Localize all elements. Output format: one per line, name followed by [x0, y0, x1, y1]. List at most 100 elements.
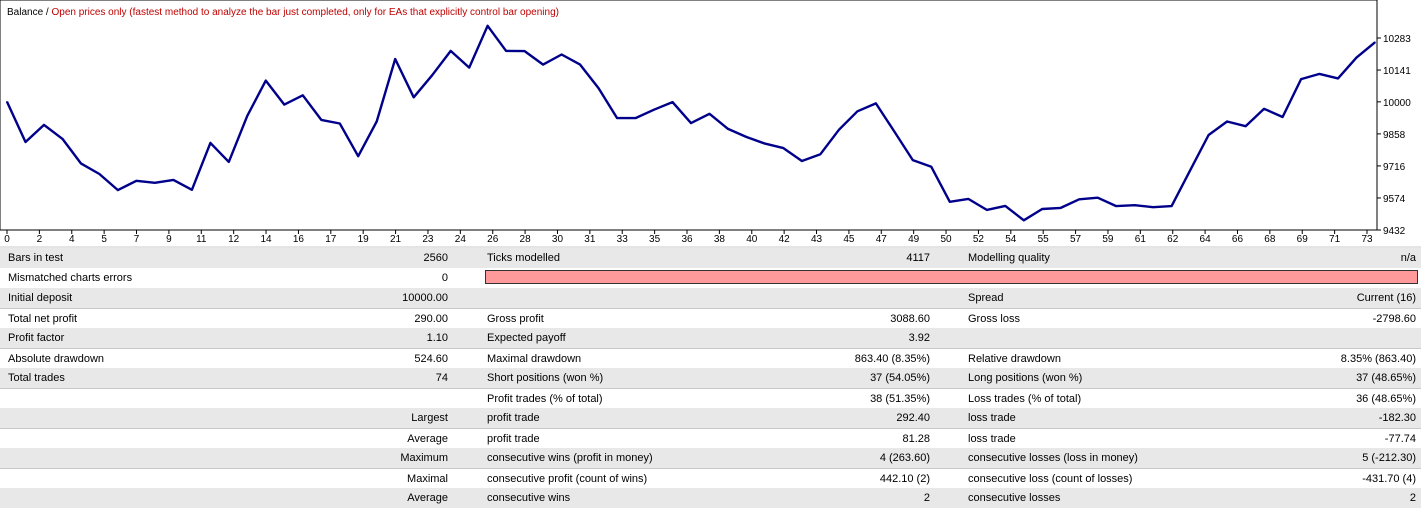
report-value: -431.70 (4)	[1362, 473, 1416, 485]
report-row: Bars in test 2560 Ticks modelled 4117 Modell…	[0, 248, 1421, 268]
report-row: Maximum consecutive wins (profit in money…	[0, 448, 1421, 468]
balance-point	[764, 142, 766, 145]
report-label: consecutive wins	[487, 492, 571, 504]
x-tick-label: 35	[649, 234, 661, 245]
balance-point	[912, 159, 914, 161]
x-tick-label: 31	[584, 234, 596, 245]
report-value: 36 (48.65%)	[1356, 393, 1416, 405]
report-row: Largest profit trade 292.40 loss trade -182.…	[0, 408, 1421, 428]
balance-point	[228, 161, 230, 163]
balance-point	[1244, 125, 1247, 127]
x-tick-label: 33	[617, 234, 629, 245]
balance-point	[302, 94, 304, 97]
x-tick-label: 61	[1135, 234, 1147, 245]
report-value: -2798.60	[1372, 313, 1416, 325]
report-label: Gross loss	[968, 313, 1020, 325]
x-tick-label: 14	[260, 234, 272, 245]
balance-point	[1133, 204, 1136, 206]
y-tick-label: 10141	[1383, 66, 1411, 77]
balance-point	[320, 119, 323, 121]
balance-point	[394, 58, 397, 60]
report-value: 74	[435, 372, 448, 384]
report-value: 2	[923, 492, 930, 504]
report-label: Initial deposit	[8, 292, 73, 304]
x-tick-label: 9	[166, 234, 172, 245]
report-label: Loss trades (% of total)	[968, 393, 1082, 405]
report-label: Profit trades (% of total)	[487, 393, 603, 405]
x-tick-label: 54	[1005, 234, 1017, 245]
balance-point	[135, 180, 138, 182]
report-label: Maximal drawdown	[487, 353, 582, 365]
balance-point	[1281, 116, 1284, 118]
report-value: 8.35% (863.40)	[1340, 353, 1416, 365]
report-value: 863.40 (8.35%)	[854, 353, 930, 365]
balance-point	[43, 124, 45, 126]
balance-point	[1355, 56, 1358, 59]
x-tick-label: 69	[1297, 234, 1309, 245]
report-value: 290.00	[414, 313, 448, 325]
x-tick-label: 7	[134, 234, 140, 245]
balance-point	[856, 110, 859, 113]
balance-point	[1078, 198, 1080, 201]
balance-point	[1059, 207, 1062, 209]
report-row: Maximal consecutive profit (count of wins…	[0, 468, 1421, 488]
balance-point	[431, 74, 434, 76]
report-row: Total trades 74 Short positions (won %) 37 …	[0, 368, 1421, 388]
x-tick-label: 47	[876, 234, 888, 245]
balance-point	[1004, 205, 1007, 207]
balance-point	[154, 182, 156, 184]
report-row: Total net profit 290.00 Gross profit 3088.6…	[0, 308, 1421, 328]
balance-point	[967, 198, 970, 200]
balance-point	[1096, 196, 1099, 199]
report-value: 4117	[906, 252, 930, 264]
balance-point	[1226, 120, 1228, 123]
x-tick-label: 5	[101, 234, 107, 245]
report-value: 37 (54.05%)	[870, 372, 930, 384]
balance-point	[412, 96, 415, 99]
balance-point	[727, 128, 729, 130]
report-label: Profit factor	[8, 332, 65, 344]
x-tick-label: 23	[422, 234, 434, 245]
report-value: 4 (263.60)	[879, 452, 930, 464]
balance-point	[930, 166, 933, 168]
balance-point	[1023, 219, 1025, 222]
balance-point	[468, 66, 471, 69]
report-value: -77.74	[1384, 433, 1416, 445]
balance-point	[949, 201, 951, 203]
report-value: -182.30	[1378, 412, 1416, 424]
report-label: Long positions (won %)	[968, 372, 1083, 384]
x-tick-label: 49	[908, 234, 920, 245]
balance-point	[117, 189, 119, 191]
x-tick-label: 50	[940, 234, 952, 245]
report-value: 524.60	[414, 353, 448, 365]
balance-point	[209, 142, 212, 144]
balance-point	[838, 129, 840, 131]
balance-point	[80, 162, 82, 165]
report-value: 292.40	[896, 412, 930, 424]
report-value: 81.28	[902, 433, 930, 445]
report-row: Profit factor 1.10 Expected payoff 3.92	[0, 328, 1421, 348]
report-label: Short positions (won %)	[487, 372, 604, 384]
report-value: 1.10	[426, 332, 448, 344]
x-tick-label: 2	[37, 234, 43, 245]
report-label: profit trade	[487, 412, 540, 424]
balance-point	[98, 173, 101, 175]
chart-subtitle: Open prices only (fastest method to anal…	[51, 7, 559, 18]
y-tick-label: 9858	[1383, 130, 1406, 141]
balance-point	[1152, 206, 1154, 208]
balance-point	[893, 130, 896, 133]
balance-point	[782, 147, 785, 149]
balance-point	[801, 160, 803, 162]
report-label: consecutive losses (loss in money)	[968, 452, 1138, 464]
balance-point	[579, 63, 581, 66]
report-label: consecutive loss (count of losses)	[968, 473, 1133, 485]
balance-point	[1189, 169, 1191, 172]
report-value: 2560	[423, 252, 448, 264]
y-axis: 10283 10141 10000 9858 9716 9574 9432	[1377, 34, 1411, 237]
balance-point	[1207, 134, 1210, 136]
balance-point	[246, 115, 249, 117]
balance-point	[1374, 41, 1376, 44]
x-tick-label: 42	[779, 234, 791, 245]
x-tick-label: 40	[746, 234, 758, 245]
